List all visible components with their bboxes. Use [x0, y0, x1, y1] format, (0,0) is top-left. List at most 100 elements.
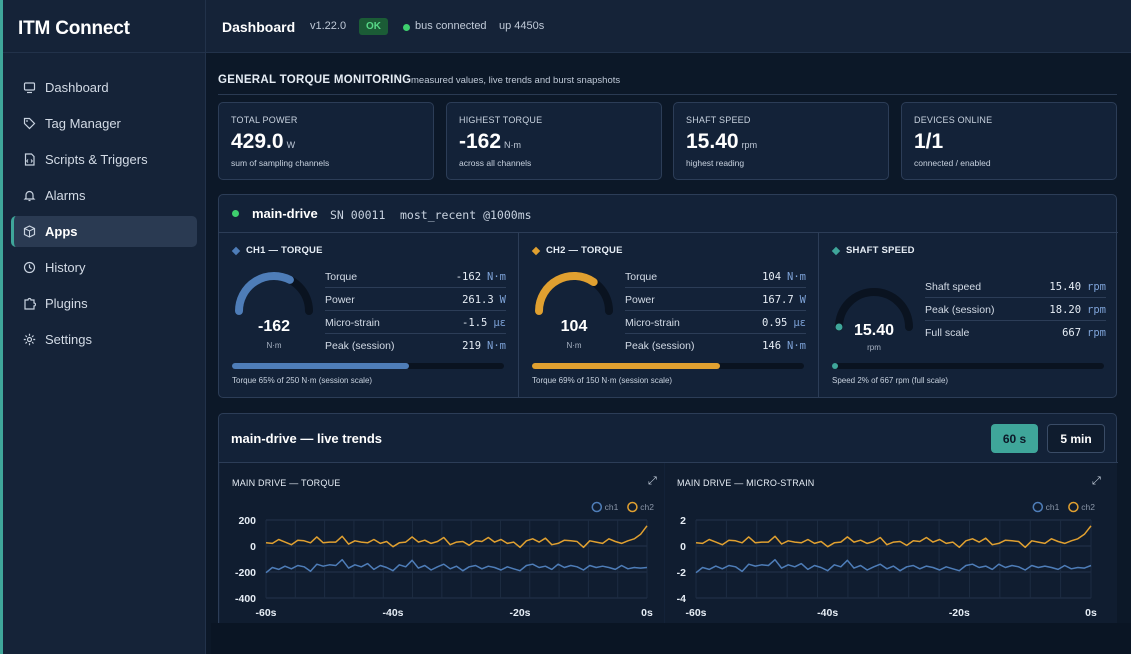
- channel-title-text: CH2 — TORQUE: [546, 245, 623, 256]
- metric-label: Torque: [625, 270, 658, 283]
- metric-value: 18.20 rpm: [1049, 304, 1106, 316]
- stat-card-total-power: TOTAL POWER 429.0 W sum of sampling chann…: [218, 102, 434, 180]
- metric-value: 219 N·m: [462, 340, 506, 352]
- bottom-strip: [211, 623, 1131, 654]
- sidebar-item-label: Plugins: [45, 296, 88, 311]
- sidebar-item-label: Tag Manager: [45, 116, 121, 131]
- metric-value: 146 N·m: [762, 340, 806, 352]
- legend-label: ch1: [605, 502, 619, 512]
- stat-label: TOTAL POWER: [231, 115, 298, 125]
- metric-row: Torque -162 N·m: [325, 266, 506, 288]
- stat-number: 15.40: [686, 130, 739, 153]
- legend-label: ch2: [1081, 502, 1095, 512]
- metric-unit: W: [499, 293, 506, 306]
- stat-unit: N·m: [504, 140, 522, 150]
- gauge: [835, 288, 913, 331]
- channel-title: SHAFT SPEED: [831, 245, 915, 256]
- metric-row: Power 261.3 W: [325, 289, 506, 311]
- sidebar-item-plugins[interactable]: Plugins: [11, 288, 197, 319]
- legend-label: ch1: [1046, 502, 1060, 512]
- sidebar-item-label: History: [45, 260, 86, 275]
- metric-unit: µε: [493, 316, 506, 329]
- sidebar-item-alarms[interactable]: Alarms: [11, 180, 197, 211]
- trends-title: main-drive — live trends: [231, 431, 382, 446]
- package-icon: [23, 225, 36, 238]
- metric-value: 15.40 rpm: [1049, 281, 1106, 293]
- sidebar-item-dashboard[interactable]: Dashboard: [11, 72, 197, 103]
- sidebar-item-label: Scripts & Triggers: [45, 152, 148, 167]
- x-tick-label: -60s: [685, 607, 706, 619]
- legend-marker: [1068, 501, 1079, 513]
- metric-row: Torque 104 N·m: [625, 266, 806, 288]
- metric-unit: N·m: [787, 270, 806, 283]
- y-tick-label: -2: [677, 567, 686, 579]
- metric-number: -162: [455, 270, 482, 283]
- metric-value: 0.95 µε: [762, 317, 806, 329]
- metric-number: 261.3: [462, 293, 494, 306]
- gauge-unit: N·m: [266, 341, 282, 350]
- diamond-icon: [831, 246, 841, 255]
- legend-marker: [627, 501, 638, 513]
- torque-plot-panel: MAIN DRIVE — TORQUE ⤢ 200 0 -200 -400 -60s -4…: [220, 463, 664, 633]
- expand-icon[interactable]: ⤢: [1092, 475, 1101, 487]
- metric-value: 167.7 W: [762, 294, 806, 306]
- series-line-ch2: [265, 525, 648, 549]
- metric-label: Full scale: [925, 327, 970, 339]
- gear-icon: [23, 333, 36, 346]
- gauge-fill: [835, 323, 843, 331]
- sidebar-item-apps[interactable]: Apps: [11, 216, 197, 247]
- stat-label: SHAFT SPEED: [686, 115, 751, 125]
- progress-fill: [832, 363, 838, 369]
- stat-unit: rpm: [741, 140, 758, 150]
- y-tick-label: 0: [250, 541, 256, 553]
- torque-chart: 200 0 -200 -400 -60s -40s -20s 0s ch2 ch1: [235, 501, 654, 619]
- metric-unit: N·m: [487, 340, 506, 352]
- app-brand: ITM Connect: [18, 18, 130, 39]
- metric-number: 0.95: [762, 316, 788, 329]
- gauge-value: 104: [560, 318, 588, 335]
- device-divider: [219, 232, 1118, 233]
- legend-marker: [591, 501, 603, 513]
- sidebar-item-settings[interactable]: Settings: [11, 324, 197, 355]
- x-tick-label: -40s: [382, 607, 403, 619]
- page-title: Dashboard: [222, 19, 296, 35]
- metric-number: -1.5: [462, 316, 488, 329]
- metric-value: 104 N·m: [762, 271, 806, 283]
- range-60s-button[interactable]: 60 s: [991, 424, 1038, 453]
- sidebar-item-history[interactable]: History: [11, 252, 197, 283]
- stat-note: connected / enabled: [914, 158, 991, 168]
- monitor-icon: [23, 81, 36, 94]
- tag-icon: [23, 117, 36, 130]
- y-tick-label: -400: [235, 593, 256, 605]
- x-tick-label: -20s: [509, 607, 530, 619]
- metric-unit: rpm: [1087, 327, 1106, 339]
- device-name: main-drive: [252, 206, 318, 221]
- sidebar: ITM Connect Dashboard Tag Manager Scripts …: [3, 0, 206, 654]
- progress-bar: [832, 363, 1104, 369]
- metric-number: 146: [762, 340, 782, 352]
- metric-label: Micro-strain: [325, 316, 380, 329]
- gauge-fill: [535, 272, 598, 315]
- stat-value: 1/1: [914, 130, 946, 154]
- gauge: [235, 272, 313, 315]
- y-tick-label: 200: [238, 515, 256, 527]
- channel-panel: CH1 — TORQUE -162 N·m Torque -162 N·m Power 261…: [219, 233, 518, 398]
- progress-fill: [532, 363, 720, 369]
- range-5min-button[interactable]: 5 min: [1047, 424, 1105, 453]
- stat-card-highest-torque: HIGHEST TORQUE -162 N·m across all channe…: [446, 102, 662, 180]
- metric-value: -162 N·m: [456, 271, 506, 283]
- version-label: v1.22.0: [310, 20, 347, 32]
- metric-row: Micro-strain -1.5 µε: [325, 312, 506, 334]
- channel-title: CH1 — TORQUE: [231, 245, 323, 256]
- metric-number: 667: [1062, 327, 1082, 339]
- channel-title: CH2 — TORQUE: [531, 245, 623, 256]
- trends-card: main-drive — live trends 60 s 5 min MAIN…: [218, 413, 1118, 654]
- puzzle-icon: [23, 297, 36, 310]
- expand-icon[interactable]: ⤢: [648, 475, 657, 487]
- progress-caption: Torque 65% of 250 N·m (session scale): [232, 376, 373, 385]
- sidebar-item-scripts-triggers[interactable]: Scripts & Triggers: [11, 144, 197, 175]
- metric-number: 167.7: [762, 293, 794, 306]
- x-tick-label: 0s: [1085, 607, 1097, 619]
- device-card: main-drive SN 00011 most_recent @1000ms …: [218, 194, 1118, 398]
- sidebar-item-tag-manager[interactable]: Tag Manager: [11, 108, 197, 139]
